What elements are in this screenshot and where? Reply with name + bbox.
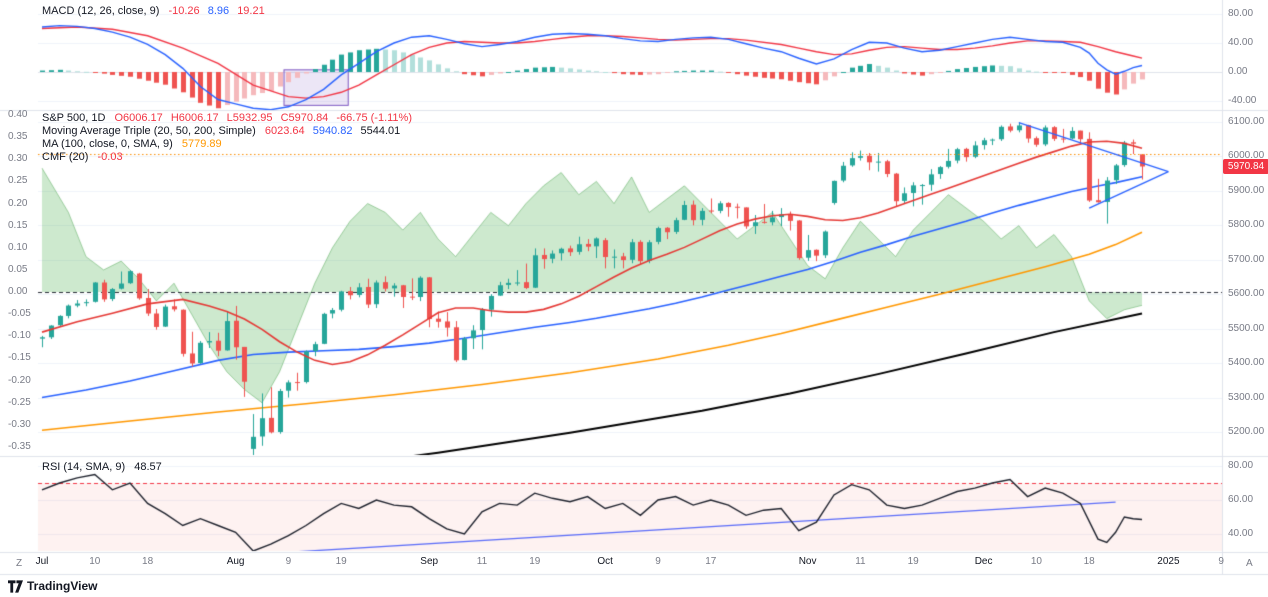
- symbol-row[interactable]: S&P 500, 1D O6006.17 H6006.17 L5932.95 C…: [42, 112, 417, 125]
- cmf-row[interactable]: CMF (20) -0.03: [42, 151, 417, 164]
- macd-line-value: 8.96: [207, 5, 230, 17]
- macd-signal-value: 19.21: [237, 5, 265, 17]
- change-value: -66.75 (-1.11%): [336, 112, 412, 124]
- price-legend: S&P 500, 1D O6006.17 H6006.17 L5932.95 C…: [42, 112, 417, 164]
- ma-triple-row[interactable]: Moving Average Triple (20, 50, 200, Simp…: [42, 125, 417, 138]
- rsi-legend[interactable]: RSI (14, SMA, 9) 48.57: [42, 461, 167, 473]
- cmf-label: CMF (20): [42, 151, 89, 163]
- close-value: C5970.84: [280, 112, 329, 124]
- ma200-value: 5544.01: [360, 125, 401, 137]
- rsi-value: 48.57: [134, 461, 162, 473]
- tradingview-logo-icon: [8, 579, 23, 593]
- axis-corner-right: A: [1246, 558, 1253, 569]
- tradingview-logo-text: TradingView: [27, 579, 98, 593]
- axis-corner-left: Z: [16, 558, 23, 569]
- cmf-value: -0.03: [97, 151, 123, 163]
- ma100-value: 5779.89: [181, 138, 222, 150]
- rsi-legend-label: RSI (14, SMA, 9): [42, 461, 126, 473]
- macd-legend-label: MACD (12, 26, close, 9): [42, 5, 160, 17]
- macd-histogram-value: -10.26: [168, 5, 200, 17]
- ma100-label: MA (100, close, 0, SMA, 9): [42, 138, 173, 150]
- tradingview-logo[interactable]: TradingView: [8, 579, 97, 593]
- ma50-value: 5940.82: [312, 125, 353, 137]
- ma-triple-label: Moving Average Triple (20, 50, 200, Simp…: [42, 125, 256, 137]
- ma100-row[interactable]: MA (100, close, 0, SMA, 9) 5779.89: [42, 138, 417, 151]
- open-value: O6006.17: [114, 112, 163, 124]
- low-value: L5932.95: [226, 112, 273, 124]
- last-price-tag: 5970.84: [1223, 159, 1268, 174]
- high-value: H6006.17: [170, 112, 219, 124]
- symbol-title: S&P 500, 1D: [42, 112, 106, 124]
- ma20-value: 6023.64: [264, 125, 305, 137]
- macd-legend[interactable]: MACD (12, 26, close, 9) -10.26 8.96 19.2…: [42, 5, 270, 17]
